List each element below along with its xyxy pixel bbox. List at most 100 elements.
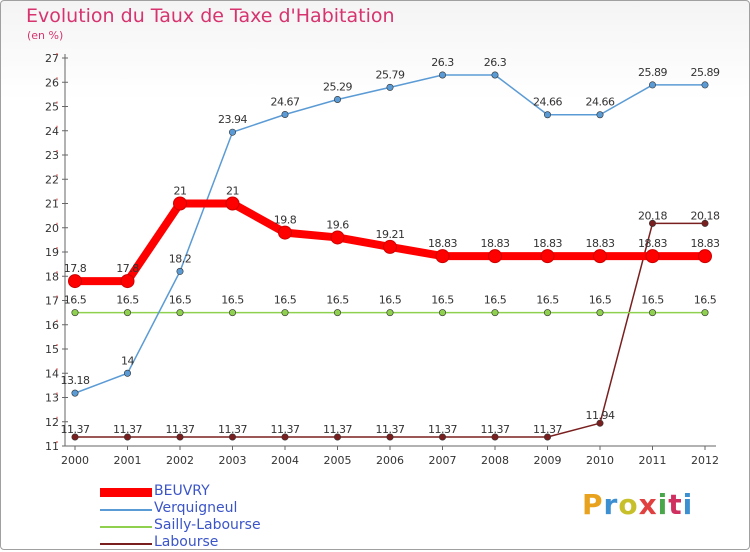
data-label: 11.37 [376, 423, 405, 436]
data-point [124, 309, 132, 317]
data-label: 16.5 [169, 294, 192, 307]
data-point [278, 225, 292, 240]
data-label: 11.37 [533, 423, 562, 436]
legend-swatch-beuvry [100, 488, 152, 497]
y-tick-label: 21 [45, 198, 59, 211]
y-tick-label: 13 [45, 392, 59, 405]
data-point [438, 309, 446, 317]
data-point [648, 219, 656, 227]
y-tick-label: 20 [45, 222, 59, 235]
data-point [333, 433, 341, 441]
data-label: 18.83 [481, 237, 510, 250]
data-point [648, 309, 656, 317]
chart-title: Evolution du Taux de Taxe d'Habitation [26, 5, 395, 27]
data-label: 16.5 [536, 294, 559, 307]
series-beuvry: 17.8 17.8 21 21 19.8 19.6 19.21 18.83 18.83 18.83… [64, 185, 720, 289]
data-label: 13.18 [61, 374, 90, 387]
legend-label-sailly-labourse: Sailly-Labourse [154, 517, 261, 533]
y-tick-label: 23 [45, 149, 59, 162]
data-point [281, 433, 289, 441]
data-point [593, 249, 607, 264]
data-point [698, 249, 712, 264]
y-tick-label: 11 [45, 440, 59, 453]
data-point [124, 369, 132, 377]
x-tick-label: 2004 [271, 454, 299, 467]
data-point [438, 433, 446, 441]
y-tick-label: 26 [45, 76, 59, 89]
y-tick-label: 16 [45, 319, 59, 332]
logo-letter: i [682, 488, 694, 521]
data-label: 16.5 [64, 294, 87, 307]
data-point [225, 196, 240, 211]
data-point [330, 230, 345, 245]
data-point [176, 267, 184, 275]
data-label: 16.5 [484, 294, 507, 307]
data-point [596, 309, 604, 317]
x-tick-label: 2001 [114, 454, 142, 467]
data-point [333, 95, 341, 103]
data-point [176, 309, 184, 317]
data-label: 11.37 [481, 423, 510, 436]
y-tick-label: 14 [45, 367, 59, 380]
data-label: 11.37 [323, 423, 352, 436]
x-tick-label: 2007 [429, 454, 457, 467]
x-tick-label: 2003 [219, 454, 247, 467]
data-label: 25.29 [323, 80, 352, 93]
x-tick-label: 2002 [166, 454, 194, 467]
legend-swatch-verquigneul [100, 509, 152, 511]
x-tick-label: 2009 [534, 454, 562, 467]
data-label: 11.37 [61, 423, 90, 436]
data-label: 16.5 [641, 294, 664, 307]
data-label: 16.5 [221, 294, 244, 307]
logo-letter: i [657, 488, 669, 521]
y-tick-label: 22 [45, 173, 59, 186]
y-tick-label: 27 [45, 52, 59, 65]
data-label: 25.79 [376, 68, 405, 81]
x-tick-label: 2008 [481, 454, 509, 467]
data-label: 11.37 [218, 423, 247, 436]
data-label: 18.83 [691, 237, 720, 250]
data-point [386, 83, 394, 91]
legend-label-verquigneul: Verquigneul [154, 500, 238, 516]
data-point [176, 433, 184, 441]
data-point [281, 111, 289, 119]
proxiti-logo: Proxiti [582, 488, 693, 521]
data-point [229, 309, 237, 317]
data-point [645, 249, 660, 264]
data-point [540, 249, 555, 264]
data-label: 14 [121, 354, 134, 367]
data-label: 16.5 [116, 294, 139, 307]
data-point [71, 433, 79, 441]
x-tick-label: 2006 [376, 454, 404, 467]
data-point [124, 433, 132, 441]
data-label: 11.37 [271, 423, 300, 436]
data-label: 18.2 [169, 252, 192, 265]
data-point [701, 81, 709, 89]
data-label: 16.5 [326, 294, 349, 307]
data-point [281, 309, 289, 317]
data-point [229, 128, 237, 136]
y-tick-label: 17 [45, 295, 59, 308]
x-tick-label: 2000 [61, 454, 89, 467]
data-point [386, 309, 394, 317]
data-point [543, 111, 551, 119]
data-label: 17.8 [116, 262, 139, 275]
data-label: 17.8 [64, 262, 87, 275]
series-sailly-labourse: 16.5 16.5 16.5 16.5 16.5 16.5 16.5 16.5 16.5 16.5… [64, 294, 717, 317]
data-label: 18.83 [533, 237, 562, 250]
data-point [333, 309, 341, 317]
y-tick-label: 24 [45, 125, 59, 138]
data-label: 25.89 [691, 66, 720, 79]
data-point [596, 419, 604, 427]
data-point [648, 81, 656, 89]
data-label: 18.83 [586, 237, 615, 250]
data-point [488, 249, 502, 264]
y-tick-label: 15 [45, 343, 59, 356]
data-point [491, 433, 499, 441]
data-point [491, 71, 499, 79]
data-label: 21 [226, 185, 239, 198]
legend-label-beuvry: BEUVRY [154, 483, 210, 499]
data-label: 16.5 [589, 294, 612, 307]
data-point [71, 309, 79, 317]
logo-letter: r [603, 488, 619, 521]
